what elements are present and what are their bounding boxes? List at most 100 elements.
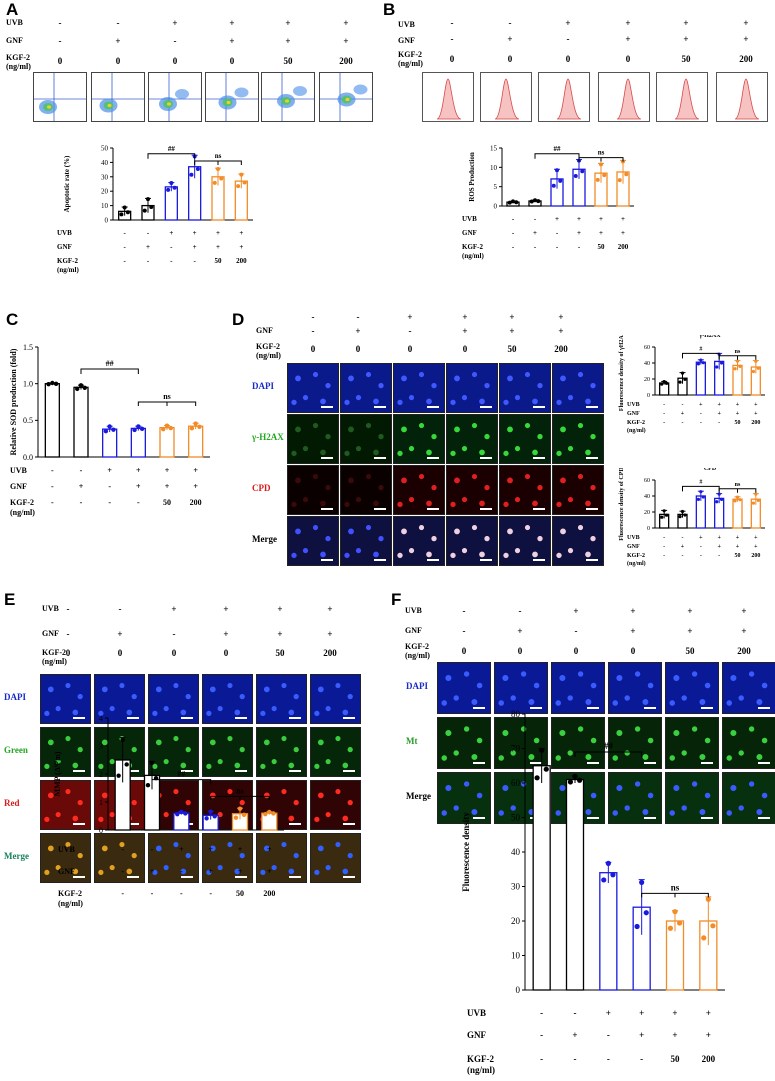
data-point	[696, 497, 701, 501]
a-kgf-cell: 0	[172, 56, 178, 66]
data-point	[664, 513, 669, 517]
treatment-row-label: UVB	[462, 215, 477, 223]
treatment-cell: +	[754, 411, 758, 417]
scale-bar	[587, 817, 599, 819]
sig-label: ##	[177, 770, 185, 779]
e-tile	[202, 674, 253, 724]
data-point	[169, 180, 174, 185]
treatment-cell: +	[717, 535, 721, 541]
a-gnf-cell: -	[173, 36, 177, 46]
data-point	[136, 424, 141, 429]
data-point	[717, 492, 721, 496]
f-tile	[437, 772, 491, 824]
data-point	[168, 425, 173, 431]
e-gnf-cell: +	[117, 629, 123, 639]
scale-bar	[644, 762, 656, 764]
treatment-cell: -	[170, 243, 173, 251]
treatment-cell: -	[51, 482, 54, 491]
e-tile	[40, 780, 91, 830]
data-point	[751, 369, 756, 374]
sig-label: #	[699, 479, 702, 485]
treatment-cell: -	[123, 243, 126, 251]
treatment-cell: -	[108, 498, 111, 507]
treatment-cell: +	[681, 544, 685, 550]
e-gnf-cell: -	[66, 629, 70, 639]
data-point	[573, 174, 578, 179]
treatment-cell: +	[621, 229, 625, 237]
treatment-cell: +	[639, 1008, 644, 1018]
ns-label: ns	[671, 882, 680, 892]
ns-label: ns	[236, 786, 244, 795]
treatment-row-label: UVB	[57, 229, 72, 237]
data-point	[595, 177, 600, 182]
bar	[695, 361, 706, 396]
y-tick-label: 70	[511, 744, 521, 754]
a-kgf-cell: 0	[229, 56, 235, 66]
scale-bar	[127, 717, 139, 719]
e-row-label: Red	[4, 798, 20, 808]
e-uvb-label: UVB	[42, 604, 59, 613]
data-point	[680, 371, 685, 375]
data-point	[132, 427, 137, 433]
scale-bar	[427, 559, 439, 561]
data-point	[601, 877, 607, 883]
scale-bar	[374, 559, 386, 561]
treatment-cell: +	[169, 229, 173, 237]
scale-bar	[321, 559, 333, 561]
scale-bar	[374, 406, 386, 408]
treatment-cell: 200	[190, 498, 202, 507]
scale-bar	[374, 508, 386, 510]
treatment-cell: -	[700, 553, 702, 559]
scale-bar	[343, 717, 355, 719]
f-kgf-cell: 200	[737, 646, 751, 656]
a-kgf-cell: 50	[283, 56, 293, 66]
data-point	[738, 498, 742, 502]
e-uvb-cell: +	[277, 604, 283, 614]
a-kgf-cell: 0	[57, 56, 63, 66]
a-gnf-cell: +	[229, 36, 235, 46]
treatment-cell: -	[700, 420, 702, 426]
sig-label: ##	[106, 359, 114, 368]
f-gnf-cell: +	[630, 626, 636, 636]
treatment-cell: +	[754, 535, 758, 541]
data-point	[680, 509, 685, 514]
sig-label: ##	[604, 741, 614, 751]
data-point	[511, 199, 515, 204]
treatment-cell: -	[578, 243, 581, 251]
y-tick-label: 50	[511, 813, 521, 823]
b-uvb-cell: -	[450, 18, 454, 28]
data-point	[599, 162, 603, 167]
treatment-cell: +	[706, 1008, 711, 1018]
y-tick-label: 4	[99, 714, 103, 723]
f-row-label: Mt	[406, 736, 418, 746]
data-point	[558, 178, 563, 183]
treatment-cell: +	[681, 411, 685, 417]
e-kgf-unit: (ng/ml)	[42, 657, 67, 666]
treatment-cell: -	[718, 420, 720, 426]
scale-bar	[586, 457, 598, 459]
a-flow-scatter	[262, 73, 314, 121]
treatment-cell: +	[533, 229, 537, 237]
data-point	[543, 766, 549, 772]
y-tick-label: 40	[101, 159, 109, 167]
b-uvb-cell: +	[743, 18, 749, 28]
d-tile	[552, 516, 604, 566]
scale-bar	[473, 762, 485, 764]
scale-bar	[480, 508, 492, 510]
y-tick-label: 30	[101, 173, 109, 181]
data-point	[172, 185, 177, 190]
treatment-cell: -	[51, 498, 54, 507]
data-point	[142, 208, 147, 213]
e-uvb-cell: -	[118, 604, 122, 614]
ns-bracket	[718, 488, 757, 493]
scale-bar	[586, 559, 598, 561]
scale-bar	[73, 876, 85, 878]
treatment-cell: +	[699, 402, 703, 408]
y-axis-label: Fluorescence density of CPD	[619, 468, 625, 541]
scale-bar	[530, 707, 542, 709]
scale-bar	[533, 406, 545, 408]
e-tile	[148, 833, 199, 883]
bar	[73, 386, 89, 458]
d-tile	[499, 516, 551, 566]
a-kgf-unit: (ng/ml)	[6, 62, 31, 71]
